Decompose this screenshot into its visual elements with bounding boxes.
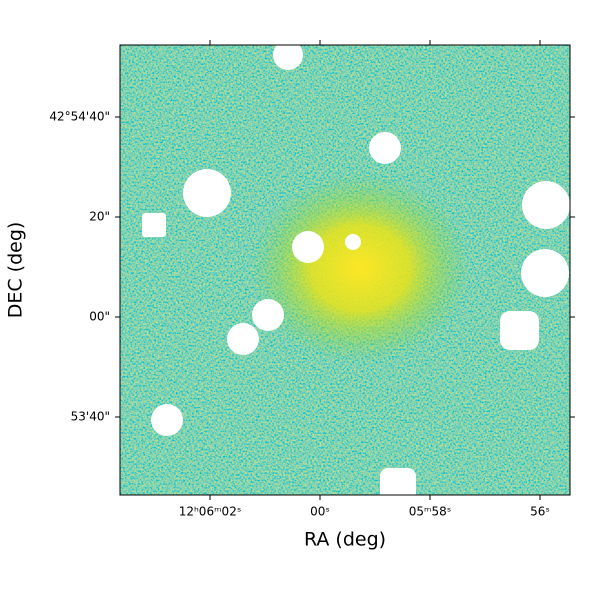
mask: [522, 181, 570, 229]
mask: [227, 323, 259, 355]
mask: [369, 132, 401, 164]
x-tick-label: 56ˢ: [530, 505, 550, 519]
mask: [142, 213, 166, 237]
y-axis-label: DEC (deg): [5, 222, 27, 319]
mask: [500, 311, 539, 350]
masks: [142, 45, 570, 495]
mask: [292, 231, 324, 263]
mask: [252, 299, 284, 331]
mask: [183, 169, 231, 217]
y-tick-label: 00": [89, 309, 110, 323]
mask: [380, 468, 416, 495]
x-tick-label: 12ʰ06ᵐ02ˢ: [179, 505, 242, 519]
mask: [273, 45, 303, 70]
y-tick-label: 42°54'40": [49, 110, 110, 124]
y-tick-label: 20": [89, 209, 110, 223]
mask: [345, 234, 361, 250]
mask: [521, 249, 569, 297]
x-tick-label: 05ᵐ58ˢ: [409, 505, 452, 519]
plot-frame: [119, 44, 571, 496]
y-tick-label: 53'40": [71, 410, 110, 424]
image: [120, 45, 570, 495]
mask: [151, 404, 183, 436]
x-axis-label: RA (deg): [304, 529, 386, 551]
galaxy: [250, 173, 470, 363]
x-tick-label: 00ˢ: [310, 505, 330, 519]
